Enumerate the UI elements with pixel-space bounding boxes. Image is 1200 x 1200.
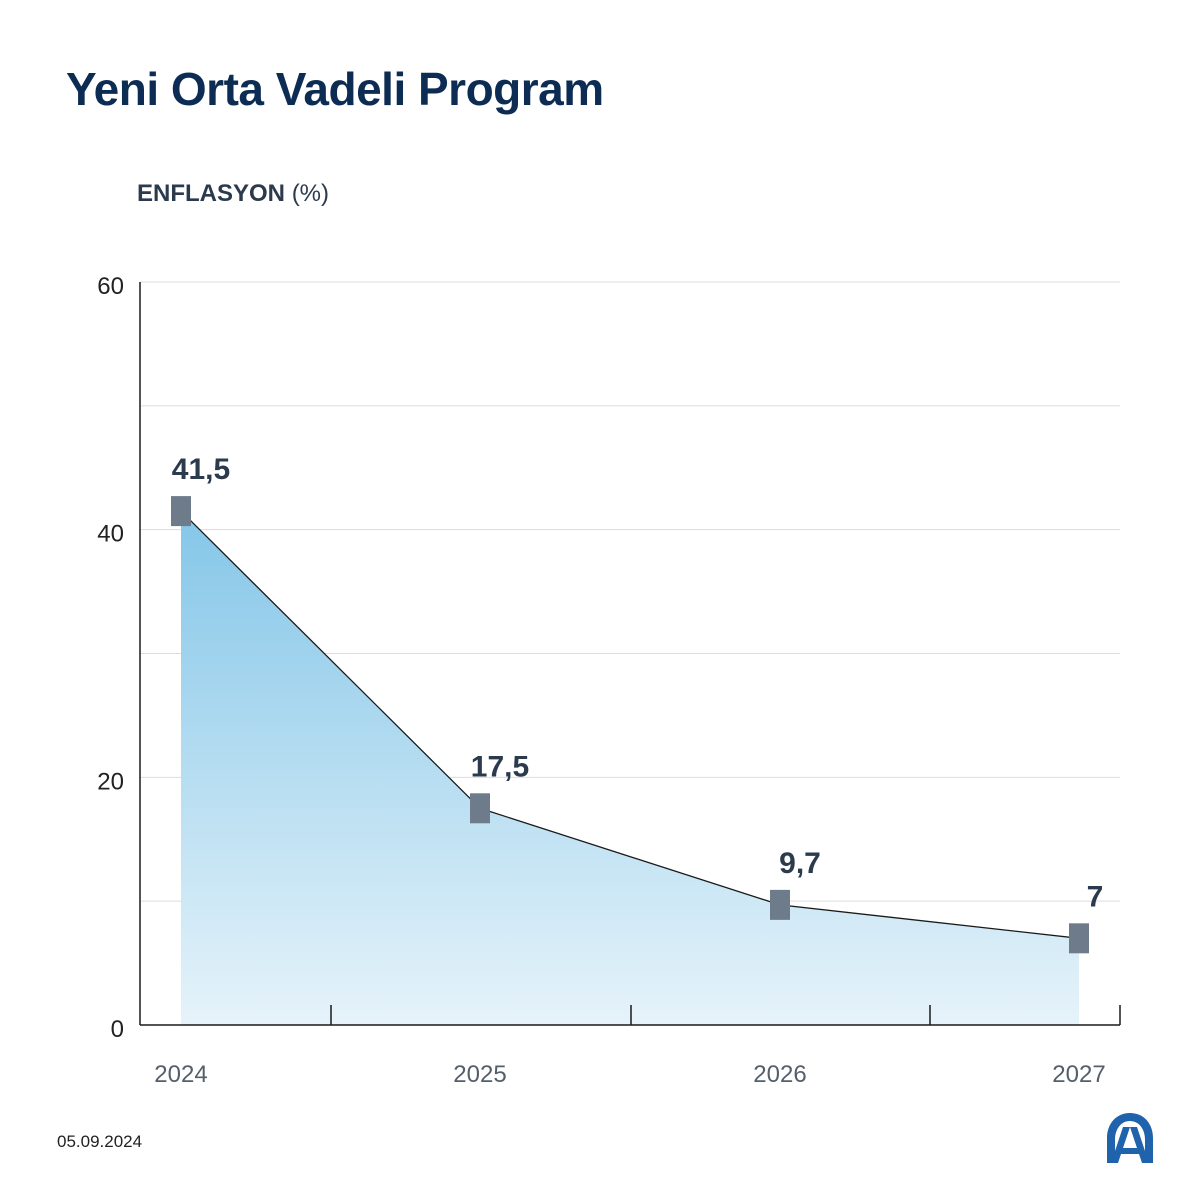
series-area — [181, 511, 1079, 1025]
y-tick-label: 40 — [97, 521, 124, 548]
page-title: Yeni Orta Vadeli Program — [66, 63, 604, 115]
aa-logo-icon — [1107, 1113, 1153, 1163]
x-tick-label: 2024 — [154, 1061, 207, 1088]
data-label: 41,5 — [172, 453, 230, 486]
y-tick-label: 0 — [111, 1016, 124, 1043]
x-tick-label: 2025 — [453, 1061, 506, 1088]
data-label: 9,7 — [779, 847, 821, 880]
data-point-marker — [171, 496, 191, 527]
data-point-marker — [470, 793, 490, 824]
x-tick-label: 2026 — [753, 1061, 806, 1088]
publish-date: 05.09.2024 — [57, 1132, 143, 1151]
data-label: 7 — [1087, 880, 1104, 913]
data-point-marker — [1069, 923, 1089, 954]
series-line — [180, 510, 1080, 939]
subtitle-unit: (%) — [291, 180, 330, 207]
subtitle-label: ENFLASYON — [137, 180, 286, 207]
y-tick-label: 20 — [97, 768, 124, 795]
y-tick-label: 60 — [97, 273, 124, 300]
data-label: 17,5 — [471, 750, 529, 783]
data-point-marker — [770, 889, 790, 920]
chart-subtitle: ENFLASYON (%) — [137, 180, 329, 208]
x-tick-label: 2027 — [1052, 1061, 1105, 1088]
